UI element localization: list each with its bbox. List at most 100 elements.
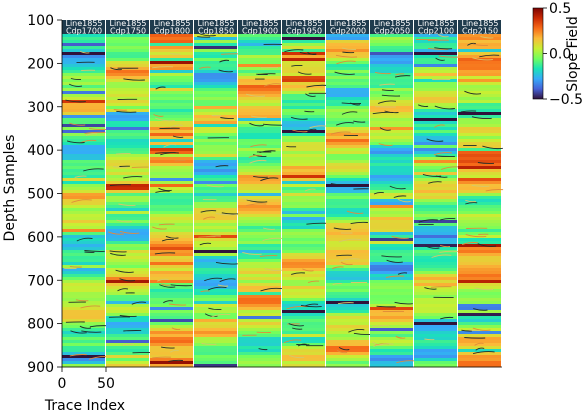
- pick-segment: [200, 210, 217, 213]
- pick-segment: [381, 255, 402, 258]
- pick-segment: [260, 177, 279, 182]
- slope-band: [326, 76, 369, 80]
- slope-band: [194, 211, 237, 215]
- slope-band: [414, 145, 457, 149]
- slope-band: [150, 349, 193, 353]
- slope-band: [238, 190, 281, 194]
- slope-band: [370, 88, 413, 92]
- slope-band: [106, 103, 149, 107]
- slope-band: [326, 190, 369, 194]
- slope-band: [194, 133, 237, 137]
- slope-band: [458, 67, 501, 71]
- slope-band: [370, 214, 413, 218]
- pick-segment: [161, 238, 174, 242]
- slope-band: [194, 130, 237, 134]
- slope-band: [106, 208, 149, 212]
- slope-band: [106, 67, 149, 71]
- slope-band: [370, 229, 413, 233]
- slope-band: [414, 49, 457, 53]
- slope-band: [282, 211, 325, 215]
- slope-band: [370, 103, 413, 107]
- panel-cdp-label: Cdp1850: [198, 27, 234, 36]
- pick-segment: [348, 328, 365, 333]
- slope-band: [414, 43, 457, 47]
- slope-band: [458, 241, 501, 245]
- slope-band: [62, 76, 105, 80]
- slope-band: [326, 253, 369, 257]
- slope-band: [194, 355, 237, 359]
- slope-band: [62, 139, 105, 143]
- slope-band: [194, 106, 237, 110]
- slope-band: [150, 115, 193, 119]
- slope-band: [414, 271, 457, 275]
- pick-segment: [424, 338, 435, 341]
- slope-band: [62, 136, 105, 140]
- pick-segment: [428, 181, 442, 184]
- slope-band: [106, 292, 149, 296]
- slope-band: [458, 226, 501, 230]
- pick-segment: [304, 188, 316, 192]
- slope-band: [370, 136, 413, 140]
- slope-band: [194, 100, 237, 104]
- slope-band: [458, 331, 501, 335]
- slope-band: [370, 274, 413, 278]
- slope-band: [62, 211, 105, 215]
- slope-band: [150, 247, 193, 251]
- slope-band: [238, 292, 281, 296]
- slope-band: [150, 187, 193, 191]
- slope-band: [106, 118, 149, 122]
- slope-band: [106, 184, 149, 188]
- slope-band: [194, 118, 237, 122]
- slope-band: [238, 88, 281, 92]
- slope-band: [370, 34, 413, 38]
- slope-band: [62, 349, 105, 353]
- slope-band: [282, 145, 325, 149]
- slope-band: [106, 169, 149, 173]
- pick-segment: [204, 277, 223, 282]
- slope-band: [414, 298, 457, 302]
- slope-band: [194, 208, 237, 212]
- slope-band: [106, 340, 149, 344]
- slope-band: [150, 103, 193, 107]
- slope-band: [458, 292, 501, 296]
- slope-band: [150, 82, 193, 86]
- pick-segment: [397, 272, 408, 275]
- y-tick-label: 400: [27, 143, 54, 159]
- slope-band: [106, 172, 149, 176]
- slope-band: [194, 253, 237, 257]
- slope-band: [370, 322, 413, 326]
- slope-band: [194, 178, 237, 182]
- slope-band: [194, 313, 237, 317]
- slope-band: [194, 280, 237, 284]
- slope-band: [106, 133, 149, 137]
- pick-segment: [291, 272, 305, 275]
- pick-segment: [435, 155, 455, 157]
- slope-band: [414, 142, 457, 146]
- slope-band: [106, 241, 149, 245]
- slope-band: [414, 61, 457, 65]
- slope-band: [326, 259, 369, 263]
- slope-band: [106, 94, 149, 98]
- slope-band: [414, 331, 457, 335]
- slope-band: [150, 172, 193, 176]
- slope-band: [194, 193, 237, 197]
- slope-band: [62, 235, 105, 239]
- slope-band: [194, 295, 237, 299]
- slope-band: [414, 214, 457, 218]
- slope-band: [414, 235, 457, 239]
- slope-band: [106, 283, 149, 287]
- pick-segment: [118, 203, 136, 206]
- slope-band: [106, 313, 149, 317]
- pick-segment: [439, 250, 459, 253]
- pick-segment: [249, 122, 264, 127]
- slope-band: [238, 37, 281, 41]
- slope-band: [282, 40, 325, 44]
- slope-band: [326, 187, 369, 191]
- slope-band: [62, 322, 105, 326]
- slope-band: [326, 124, 369, 128]
- pick-segment: [480, 36, 494, 39]
- slope-band: [282, 292, 325, 296]
- slope-band: [150, 208, 193, 212]
- slope-band: [106, 76, 149, 80]
- pick-segment: [286, 305, 308, 310]
